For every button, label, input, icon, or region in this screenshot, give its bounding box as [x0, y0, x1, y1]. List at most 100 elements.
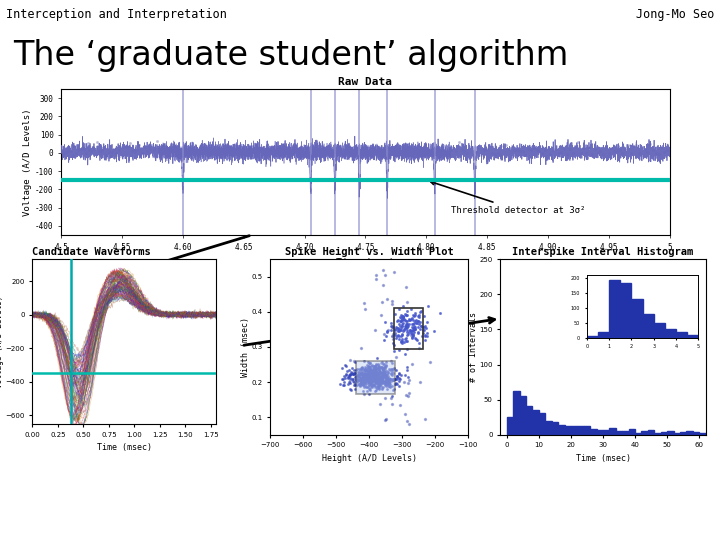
Point — [370, 377, 382, 386]
Point — [647, 146, 659, 154]
Point — [370, 364, 382, 373]
Point — [396, 330, 408, 339]
Point — [377, 379, 389, 388]
Point — [408, 330, 419, 339]
Point — [395, 317, 406, 326]
Point — [367, 370, 379, 379]
Point — [625, 148, 636, 157]
Point — [392, 324, 404, 333]
Point — [364, 373, 375, 382]
Point — [343, 372, 355, 380]
Point — [379, 318, 391, 326]
Point — [379, 372, 391, 381]
Point — [396, 322, 408, 330]
Point — [390, 309, 401, 318]
Point — [397, 319, 409, 328]
Point — [362, 370, 374, 379]
Point — [414, 324, 426, 333]
Point — [405, 314, 417, 323]
Point — [383, 379, 395, 388]
Point — [345, 370, 356, 379]
Point — [151, 137, 163, 146]
Point — [595, 146, 606, 155]
Point — [374, 373, 386, 382]
Point — [354, 370, 366, 379]
Point — [404, 388, 415, 397]
Point — [365, 362, 377, 370]
Point — [367, 362, 379, 370]
Point — [72, 146, 84, 154]
Point — [362, 367, 374, 376]
Point — [410, 316, 421, 325]
Point — [389, 330, 400, 339]
Point — [377, 365, 389, 374]
Point — [57, 148, 68, 157]
Point — [366, 373, 377, 382]
Point — [368, 375, 379, 384]
Point — [373, 381, 384, 389]
Point — [369, 364, 380, 373]
Point — [412, 328, 423, 336]
Point — [368, 375, 379, 383]
Point — [362, 376, 374, 385]
Point — [359, 369, 371, 378]
Point — [402, 321, 413, 329]
Point — [352, 372, 364, 380]
Point — [369, 365, 380, 374]
Point — [372, 368, 384, 377]
Bar — [642, 431, 648, 435]
Point — [395, 311, 407, 320]
Point — [387, 331, 398, 340]
Point — [534, 146, 545, 155]
Point — [406, 333, 418, 342]
Point — [377, 280, 389, 289]
Point — [348, 370, 359, 379]
Point — [367, 374, 379, 383]
Point — [364, 366, 376, 375]
Point — [380, 378, 392, 387]
Point — [397, 302, 408, 310]
Point — [372, 380, 384, 389]
Text: Threshold detector at 3σ²: Threshold detector at 3σ² — [431, 181, 585, 215]
Point — [371, 377, 382, 386]
Point — [150, 143, 161, 151]
Point — [402, 321, 414, 330]
Point — [354, 379, 366, 388]
Bar — [654, 433, 661, 435]
Point — [402, 320, 413, 329]
Point — [365, 369, 377, 377]
Point — [489, 150, 500, 159]
Point — [383, 365, 395, 374]
Title: Interspike Interval Histogram: Interspike Interval Histogram — [513, 247, 693, 257]
Point — [364, 363, 375, 372]
Point — [355, 369, 366, 378]
Point — [369, 368, 380, 377]
Point — [395, 370, 407, 379]
Point — [508, 145, 520, 154]
Point — [655, 142, 667, 151]
Point — [370, 372, 382, 380]
Point — [411, 335, 423, 344]
Point — [400, 310, 412, 319]
Point — [617, 148, 629, 157]
Point — [379, 379, 390, 388]
Point — [406, 322, 418, 331]
Point — [364, 365, 376, 374]
Bar — [539, 413, 545, 435]
Point — [453, 138, 464, 147]
Point — [376, 385, 387, 394]
Point — [382, 372, 394, 381]
Point — [85, 146, 96, 155]
Point — [409, 325, 420, 333]
Point — [363, 389, 374, 398]
Point — [400, 334, 412, 343]
Point — [391, 324, 402, 333]
Point — [525, 146, 536, 154]
Point — [366, 366, 378, 375]
Point — [344, 374, 356, 382]
Point — [360, 371, 372, 380]
Point — [385, 376, 397, 385]
Point — [408, 323, 420, 332]
Point — [385, 321, 397, 330]
Point — [364, 376, 376, 385]
